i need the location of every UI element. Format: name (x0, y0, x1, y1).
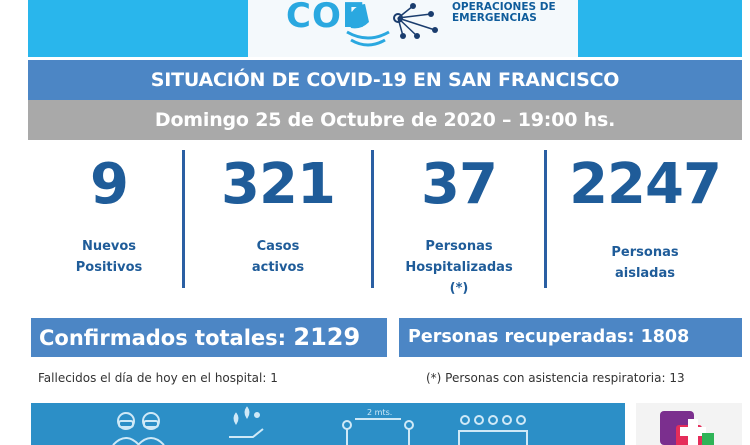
stat-isolated: 2247 Personas aisladas (550, 150, 740, 284)
stat-label-line: Hospitalizadas (405, 260, 513, 275)
stat-label-line: Positivos (75, 260, 143, 275)
confirmed-total-value: 2129 (293, 323, 361, 351)
stat-value: 2247 (569, 152, 722, 217)
crowd-icon (458, 415, 528, 445)
coe-org-line2: EMERGENCIAS (452, 12, 537, 24)
stat-divider (371, 150, 374, 288)
stat-new-positives: 9 Nuevos Positivos (38, 150, 180, 278)
stat-label: Personas Hospitalizadas (*) (376, 236, 542, 299)
mask-people-icon (112, 412, 165, 445)
distance-icon (342, 418, 414, 445)
confirmed-total-box: Confirmados totales: 2129 (31, 318, 387, 357)
stat-value: 321 (221, 152, 336, 217)
coe-network-icon (346, 3, 438, 47)
distance-label: 2 mts. (367, 408, 392, 417)
stat-value: 37 (421, 152, 498, 217)
stat-label: Nuevos Positivos (38, 236, 180, 278)
coe-org-name: OPERACIONES DE EMERGENCIAS (452, 2, 578, 24)
header-banner: COE OPERACIONES DE EMERGENCIAS (28, 0, 742, 57)
prevention-icons: 2 mts. (112, 406, 528, 445)
stat-label: Casos activos (186, 236, 370, 278)
stat-value: 9 (90, 152, 129, 217)
stat-hospitalized: 37 Personas Hospitalizadas (*) (376, 150, 542, 299)
health-logo-box (636, 403, 742, 445)
stat-label-line: Personas (611, 245, 679, 260)
report-date: Domingo 25 de Octubre de 2020 – 19:00 hs… (28, 100, 742, 140)
stat-label-line: activos (251, 260, 305, 275)
prevention-banner: 2 mts. (31, 403, 625, 445)
stat-active-cases: 321 Casos activos (186, 150, 370, 278)
recovered-total-label: Personas recuperadas: (408, 327, 635, 347)
stat-label-line: aisladas (614, 266, 675, 281)
deaths-footnote: Fallecidos el día de hoy en el hospital:… (38, 371, 278, 385)
stat-label-line: Personas (425, 239, 493, 254)
stat-label-line: Casos (256, 239, 300, 254)
coe-logo-box: COE OPERACIONES DE EMERGENCIAS (248, 0, 578, 57)
coe-org-line1: OPERACIONES DE (452, 1, 556, 13)
stat-label-line: (*) (449, 281, 469, 296)
stat-label: Personas aisladas (550, 242, 740, 284)
recovered-total-box: Personas recuperadas: 1808 (399, 318, 742, 357)
respiratory-footnote: (*) Personas con asistencia respiratoria… (426, 371, 685, 385)
stat-divider (544, 150, 547, 288)
stat-divider (182, 150, 185, 288)
recovered-total-value: 1808 (640, 327, 690, 347)
health-cross-icon (660, 411, 714, 445)
confirmed-total-label: Confirmados totales: (39, 326, 287, 350)
report-title: SITUACIÓN DE COVID-19 EN SAN FRANCISCO (28, 60, 742, 100)
handwash-icon (229, 406, 264, 438)
stat-label-line: Nuevos (81, 239, 137, 254)
